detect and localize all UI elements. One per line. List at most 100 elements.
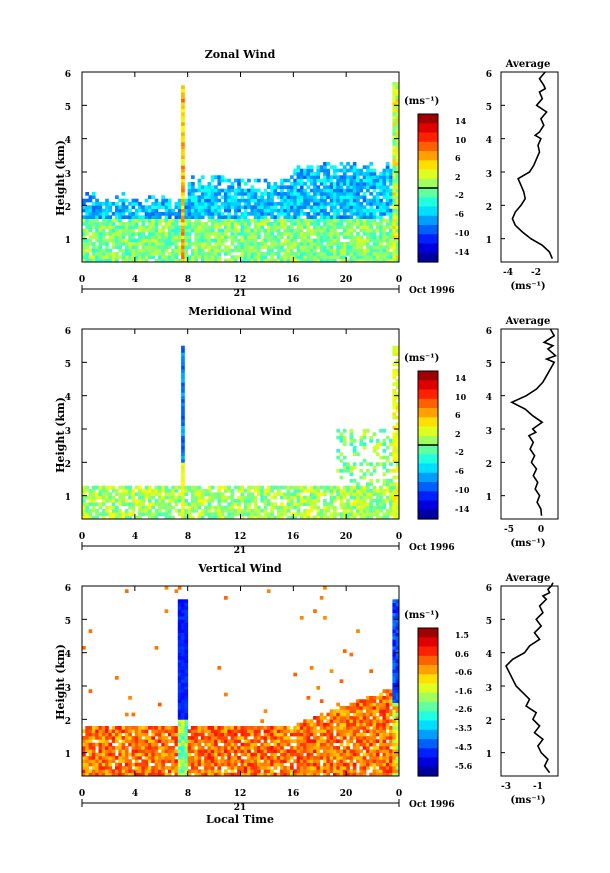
heatmap-cell	[181, 706, 185, 710]
heatmap-cell	[115, 515, 119, 520]
heatmap-cell	[309, 205, 314, 209]
heatmap-cell	[115, 235, 119, 239]
heatmap-cell	[204, 766, 208, 770]
heatmap-cell	[286, 495, 291, 500]
heatmap-cell	[85, 772, 89, 777]
heatmap-cell	[95, 515, 99, 520]
heatmap-cell	[389, 202, 393, 206]
heatmap-cell	[161, 198, 165, 203]
heatmap-cell	[349, 469, 354, 473]
heatmap-cell	[177, 212, 182, 216]
heatmap-cell	[204, 222, 208, 226]
heatmap-cell	[131, 739, 136, 743]
heatmap-cell	[290, 258, 294, 263]
heatmap-cell	[82, 252, 86, 256]
heatmap-cell	[154, 759, 159, 763]
heatmap-cell	[342, 772, 347, 777]
heatmap-cell	[177, 742, 182, 747]
heatmap-cell	[283, 232, 288, 236]
heatmap-cell	[372, 742, 377, 747]
heatmap-cell	[293, 218, 297, 223]
heatmap-cell	[359, 222, 364, 226]
heatmap-cell	[108, 222, 113, 226]
heatmap-cell	[362, 185, 367, 189]
heatmap-cell	[157, 756, 162, 760]
heatmap-cell	[134, 762, 139, 767]
heatmap-cell	[157, 245, 162, 249]
heatmap-cell	[181, 192, 185, 196]
heatmap-cell	[273, 485, 278, 490]
heatmap-cell	[240, 736, 245, 740]
heatmap-cell	[151, 218, 155, 223]
heatmap-cell	[382, 252, 387, 256]
heatmap-cell	[369, 172, 373, 176]
heatmap-cell	[148, 759, 152, 763]
heatmap-cell	[369, 512, 373, 516]
heatmap-cell	[379, 489, 383, 493]
heatmap-cell	[191, 248, 195, 253]
heatmap-cell	[181, 455, 185, 460]
heatmap-cell	[151, 232, 155, 236]
heatmap-cell	[392, 208, 397, 213]
heatmap-cell	[276, 238, 281, 243]
heatmap-cell	[151, 772, 155, 777]
heatmap-cell	[366, 218, 370, 223]
heatmap-cell	[342, 242, 347, 246]
heatmap-cell	[266, 515, 271, 520]
heatmap-cell	[313, 178, 317, 183]
heatmap-cell	[253, 225, 258, 229]
heatmap-cell	[303, 495, 307, 500]
heatmap-cell	[369, 492, 373, 496]
heatmap-cell	[111, 489, 116, 493]
heatmap-cell	[316, 762, 321, 767]
heatmap-cell	[240, 512, 245, 516]
heatmap-cell	[253, 238, 258, 243]
heatmap-cell	[141, 502, 146, 506]
heatmap-cell	[359, 709, 364, 713]
heatmap-cell	[257, 198, 261, 203]
heatmap-cell	[342, 712, 347, 717]
heatmap-cell	[237, 238, 241, 243]
heatmap-cell	[293, 212, 297, 216]
panel-title: Meridional Wind	[188, 305, 292, 318]
heatmap-cell	[375, 248, 380, 253]
heatmap-cell	[309, 245, 314, 249]
heatmap-cell	[313, 729, 317, 733]
heatmap-cell	[184, 235, 189, 239]
heatmap-cell	[280, 739, 284, 743]
heatmap-cell	[306, 218, 311, 223]
heatmap-cell	[118, 769, 122, 773]
heatmap-cell	[210, 192, 215, 196]
heatmap-cell	[372, 195, 377, 199]
heatmap-cell	[247, 509, 251, 513]
heatmap-cell	[372, 702, 377, 707]
heatmap-cell	[362, 499, 367, 503]
heatmap-cell	[316, 686, 321, 690]
heatmap-cell	[108, 215, 113, 219]
heatmap-cell	[240, 258, 245, 263]
heatmap-cell	[233, 195, 238, 199]
heatmap-cell	[389, 732, 393, 737]
heatmap-cell	[141, 512, 146, 516]
heatmap-cell	[296, 222, 301, 226]
heatmap-cell	[366, 495, 370, 500]
heatmap-cell	[91, 509, 96, 513]
heatmap-cell	[207, 499, 212, 503]
heatmap-cell	[329, 716, 334, 720]
heatmap-cell	[333, 195, 337, 199]
heatmap-cell	[224, 192, 228, 196]
heatmap-cell	[230, 499, 235, 503]
heatmap-cell	[121, 225, 126, 229]
heatmap-cell	[111, 732, 116, 737]
heatmap-cell	[101, 235, 106, 239]
heatmap-cell	[326, 258, 331, 263]
heatmap-cell	[395, 666, 400, 670]
heatmap-cell	[326, 195, 331, 199]
heatmap-cell	[342, 716, 347, 720]
colorbar-tick-label: 1.5	[455, 630, 469, 640]
heatmap-cell	[352, 479, 357, 483]
heatmap-cell	[243, 502, 248, 506]
heatmap-cell	[362, 228, 367, 233]
heatmap-cell	[124, 732, 129, 737]
heatmap-cell	[257, 245, 261, 249]
